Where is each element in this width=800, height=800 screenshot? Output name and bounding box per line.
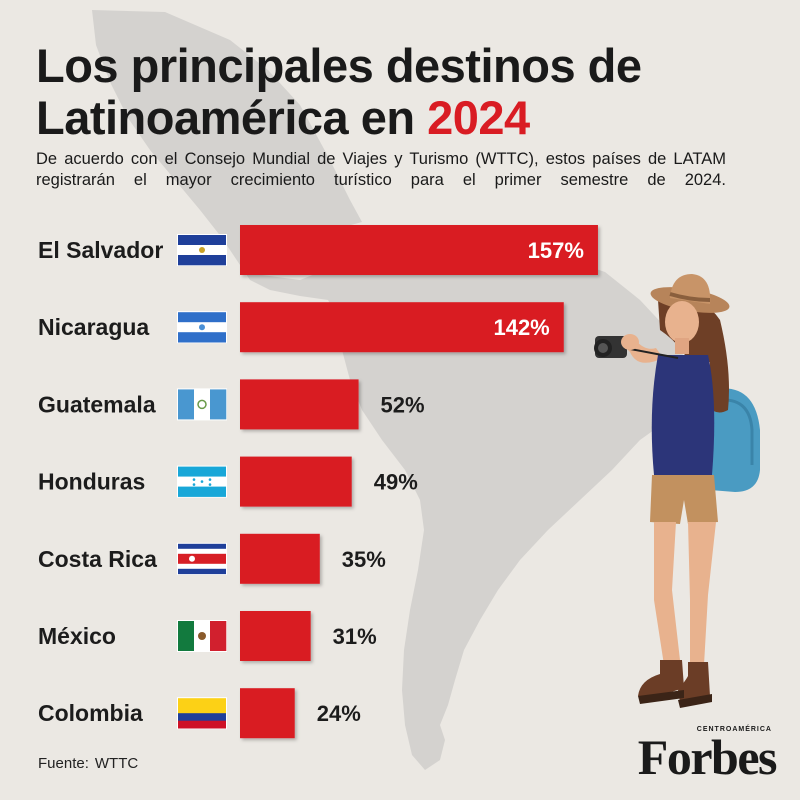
subtitle: De acuerdo con el Consejo Mundial de Via…	[36, 150, 726, 189]
country-label: Guatemala	[38, 391, 156, 417]
chart-row: Nicaragua 142%	[38, 302, 564, 353]
costa-rica-flag	[177, 542, 227, 575]
bar	[240, 225, 598, 275]
country-label: Honduras	[38, 469, 145, 495]
title-year: 2024	[427, 91, 530, 144]
logo-name: Forbes	[637, 729, 778, 785]
mexico-flag	[177, 620, 227, 652]
country-label: Colombia	[38, 700, 143, 726]
title-line-1: Los principales destinos de	[36, 39, 642, 92]
value-label: 31%	[333, 624, 377, 649]
value-label: 24%	[317, 701, 361, 726]
page-title: Los principales destinos de Latinoaméric…	[36, 40, 642, 144]
country-label: México	[38, 623, 116, 649]
bar	[240, 379, 359, 430]
bar	[240, 688, 295, 739]
value-label: 142%	[493, 315, 549, 340]
chart-row: Costa Rica 35%	[38, 533, 386, 584]
value-label: 35%	[342, 547, 386, 572]
value-label: 52%	[381, 392, 425, 417]
traveler-illustration	[594, 274, 760, 708]
guatemala-flag	[177, 388, 227, 421]
country-label: Nicaragua	[38, 314, 149, 340]
bar	[240, 611, 311, 661]
chart-row: Guatemala 52%	[38, 379, 425, 430]
country-label: Costa Rica	[38, 546, 157, 572]
country-label: El Salvador	[38, 237, 163, 263]
source-note: Fuente: WTTC	[38, 755, 138, 772]
bar	[240, 456, 352, 507]
source-label: Fuente:	[38, 755, 89, 772]
bar	[240, 302, 564, 353]
logo-edition: CENTROAMÉRICA	[696, 726, 772, 733]
value-label: 49%	[374, 470, 418, 495]
chart-row: Colombia 24%	[38, 688, 361, 739]
el-salvador-flag	[177, 234, 227, 266]
value-label: 157%	[528, 238, 584, 263]
chart-row: El Salvador 157%	[38, 225, 598, 275]
bar	[240, 533, 320, 584]
chart-row: Honduras 49%	[38, 456, 418, 507]
chart-row: México 31%	[38, 611, 377, 661]
colombia-flag	[177, 697, 227, 730]
forbes-logo: CENTROAMÉRICA Forbes	[637, 726, 778, 785]
nicaragua-flag	[177, 311, 227, 344]
source-value: WTTC	[94, 755, 139, 772]
title-line-2: Latinoamérica en	[36, 91, 428, 144]
honduras-flag	[177, 465, 227, 498]
